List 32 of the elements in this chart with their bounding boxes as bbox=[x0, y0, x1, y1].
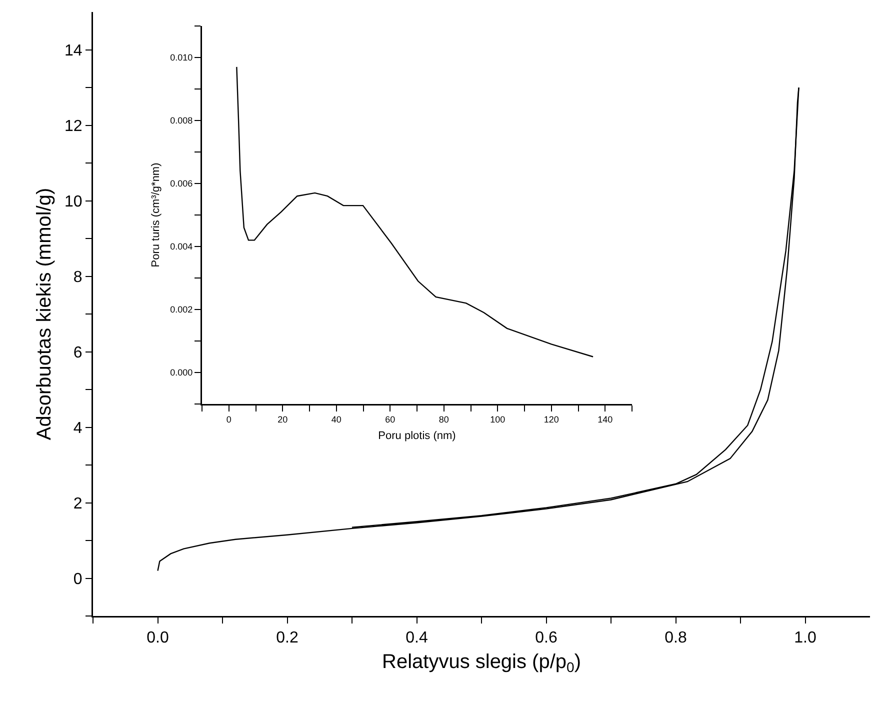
x-tick-label: 0.2 bbox=[276, 630, 298, 647]
x-tick-label: 0.6 bbox=[535, 630, 558, 647]
y-tick-label: 0 bbox=[73, 570, 82, 588]
x-axis-title: Relatyvus slegis (p/p$_{0}$) bbox=[382, 650, 581, 676]
x-tick-label: 0 bbox=[226, 414, 232, 424]
y-tick-label: 14 bbox=[64, 42, 82, 60]
y-tick-label: 8 bbox=[73, 268, 82, 286]
x-tick-label: 0.8 bbox=[664, 630, 687, 647]
x-tick-label: 0.4 bbox=[406, 630, 428, 647]
x-tick-label: 60 bbox=[385, 414, 396, 424]
y-tick-label: 0.000 bbox=[170, 368, 193, 378]
y-tick-label: 0.002 bbox=[170, 304, 193, 315]
y-tick-label: 0.008 bbox=[170, 116, 193, 126]
y-tick-label: 0.006 bbox=[170, 178, 193, 189]
y-tick-label: 0.010 bbox=[170, 52, 193, 63]
x-tick-label: 80 bbox=[438, 414, 449, 424]
x-tick-label: 100 bbox=[490, 414, 506, 424]
y-tick-label: 6 bbox=[73, 344, 82, 362]
y-tick-label: 0.004 bbox=[170, 242, 193, 252]
x-tick-label: 20 bbox=[278, 414, 288, 424]
x-tick-label: 40 bbox=[331, 414, 342, 424]
y-tick-label: 10 bbox=[64, 193, 82, 210]
x-tick-label: 120 bbox=[544, 414, 559, 424]
y-tick-label: 2 bbox=[73, 495, 82, 512]
y-tick-label: 12 bbox=[64, 118, 82, 135]
x-tick-label: 1.0 bbox=[794, 630, 816, 647]
y-tick-label: 4 bbox=[73, 420, 82, 437]
x-tick-label: 0.0 bbox=[146, 630, 169, 647]
y-axis-title: Adsorbuotas kiekis (mmol/g) bbox=[33, 188, 56, 440]
x-tick-label: 140 bbox=[598, 414, 613, 424]
y-axis-title: Poru turis (cm³/g*nm) bbox=[150, 162, 162, 268]
x-axis-title: Poru plotis (nm) bbox=[378, 430, 456, 442]
